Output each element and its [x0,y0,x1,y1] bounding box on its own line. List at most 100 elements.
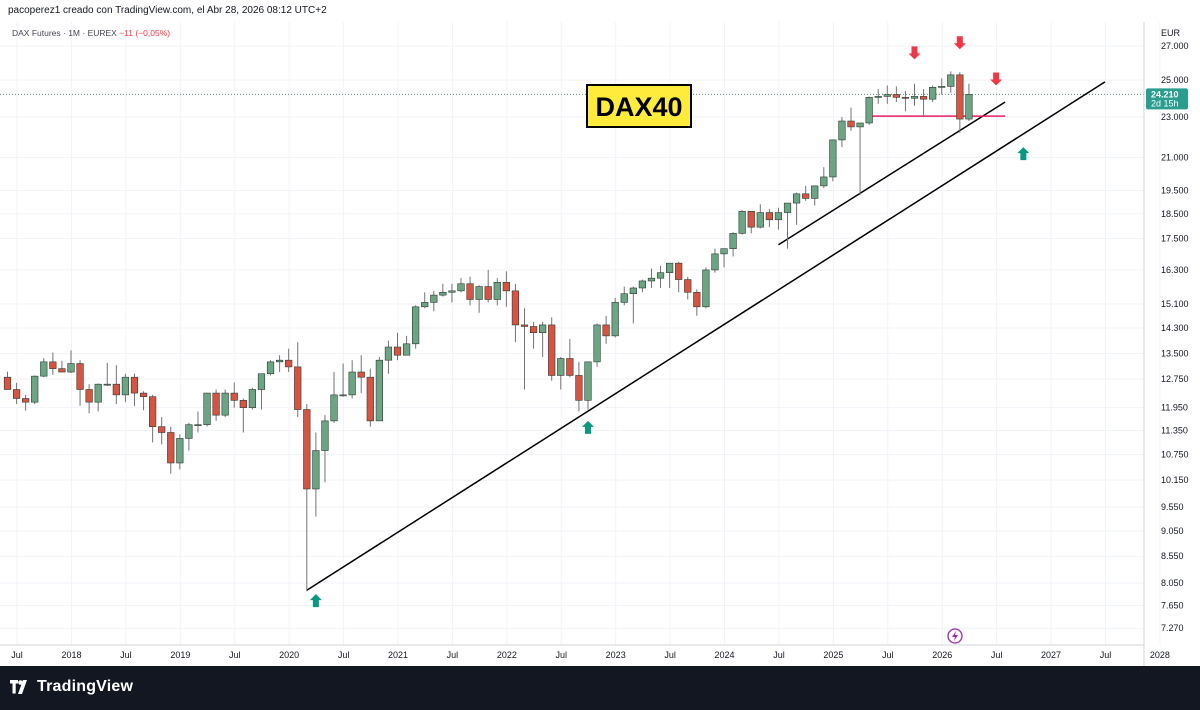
candle-body [194,424,202,427]
x-tick-label: 2026 [932,650,952,660]
candle [139,391,148,411]
candle [493,278,501,306]
candle-body [139,392,148,397]
candle [76,360,84,406]
candle [85,384,93,414]
candle [176,434,184,470]
candle [566,339,574,378]
candle [103,362,111,386]
y-tick-label: 27.000 [1161,41,1189,51]
candle-body [67,363,75,373]
x-tick-label: Jul [556,650,568,660]
y-tick-label: 7.650 [1161,601,1184,611]
candle-body [275,359,284,363]
candle-body [484,286,492,300]
candle-body [412,306,420,345]
arrow-up-icon [309,594,322,608]
candle-body [248,389,256,408]
candle-body [965,94,973,120]
candle [883,85,891,104]
candle-body [539,324,547,333]
candle [221,389,229,418]
candle [838,117,846,148]
candle-body [448,290,456,293]
y-tick-label: 16.300 [1161,265,1189,275]
footer-bar: TradingView [0,666,1200,710]
candle-body [12,389,21,399]
candles [3,71,973,592]
candle-body [756,212,764,228]
candle-body [802,193,810,199]
candle [820,167,828,189]
trendline[interactable] [306,81,1106,591]
x-tick-label: 2018 [61,650,81,660]
trendline[interactable] [778,101,1006,246]
candle [539,321,547,357]
candle [783,202,792,249]
candle-body [375,359,383,422]
candle [230,382,238,408]
candle-body [130,376,139,394]
candle [511,283,520,343]
candle-body [321,420,329,451]
candle-body [956,74,964,120]
lightning-icon[interactable] [947,628,963,644]
candle [865,96,873,125]
candle [158,417,166,445]
candle-body [829,139,837,178]
candle-body [366,376,374,422]
candle [720,248,728,268]
candle-body [185,424,193,439]
candle [212,389,220,421]
y-tick-label: 14.300 [1161,323,1189,333]
candle [529,321,538,349]
candle [811,185,819,206]
candle [58,360,66,373]
candle [584,361,592,410]
candle-body [357,371,365,378]
y-tick-label: 10.150 [1161,475,1189,485]
candle [375,356,383,422]
x-tick-label: Jul [11,650,23,660]
candle [67,350,75,374]
candle [792,192,801,225]
candle-body [230,392,238,401]
candle-body [40,361,48,377]
symbol-info[interactable]: DAX Futures · 1M · EUREX −11 (−0,05%) [12,28,170,38]
candle [738,210,746,235]
candle [593,323,601,367]
candle [629,286,637,324]
candle-body [874,96,882,98]
candle-body [883,94,891,97]
candle [357,355,365,394]
y-tick-label: 9.550 [1161,502,1184,512]
candle-body [493,282,501,300]
candle-body [838,120,846,141]
candle [702,267,710,309]
y-tick-label: 8.050 [1161,578,1184,588]
y-tick-label: 15.100 [1161,299,1189,309]
footer-brand: TradingView [37,678,134,695]
candle [248,387,256,410]
x-tick-label: Jul [229,650,241,660]
price-chart[interactable]: DAX40 27.000 25.000 23.000 21.000 19.500 18.5… [0,22,1200,666]
currency-label[interactable]: EUR [1161,28,1181,38]
x-tick-label: 2024 [715,650,735,660]
tradingview-logo-icon [10,680,27,694]
candle-body [158,426,166,433]
candle-body [167,432,175,464]
x-tick-label: Jul [882,650,894,660]
candle [257,373,266,410]
candle-body [811,185,819,199]
chart-frame[interactable]: DAX40 27.000 25.000 23.000 21.000 19.500 18.5… [0,22,1200,666]
candle-body [285,359,293,368]
tradingview-logo[interactable]: TradingView [10,678,133,696]
y-tick-label: 19.500 [1161,185,1189,195]
candle [802,185,810,201]
title-label-box[interactable] [586,84,692,128]
candle [130,373,139,406]
candle [856,122,864,195]
y-tick-label: 10.750 [1161,450,1189,460]
candle-body [402,343,411,356]
candle-body [820,176,828,187]
